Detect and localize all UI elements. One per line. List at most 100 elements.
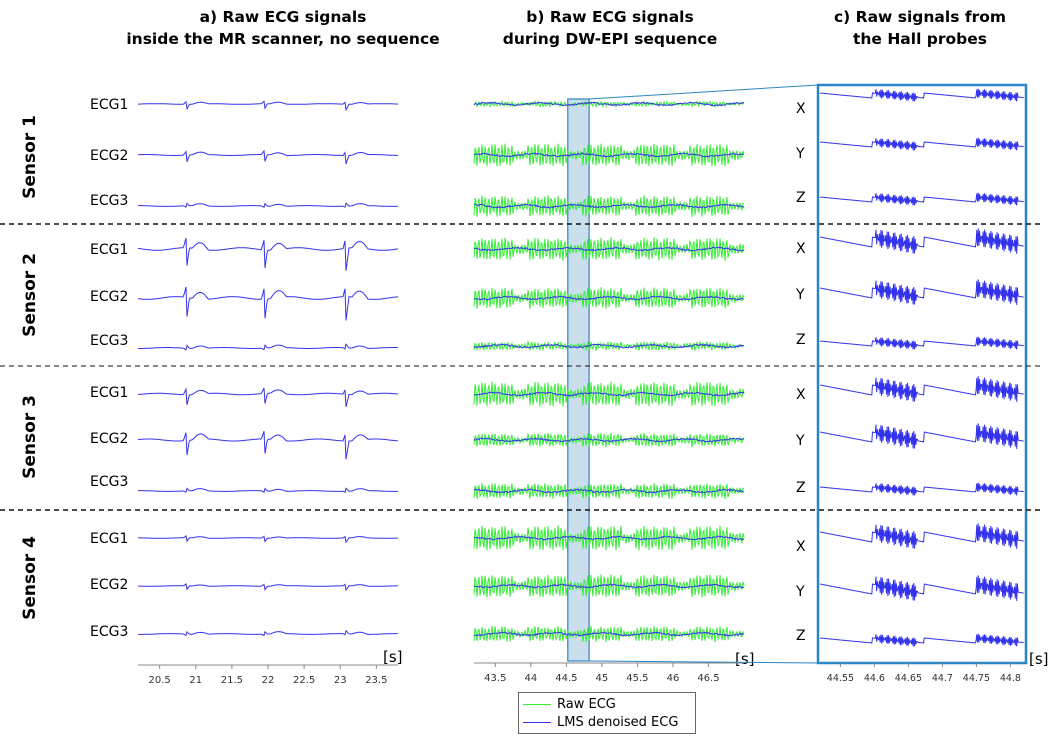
- hall-trace-c-11: [819, 575, 1024, 601]
- hall-label-s3-z: Z: [796, 480, 806, 496]
- ecg-label-s1-3: ECG3: [90, 193, 129, 209]
- unit-label-a: [s]: [383, 648, 403, 666]
- highlight-window: [567, 98, 590, 662]
- ecg-label-s4-2: ECG2: [90, 577, 129, 593]
- hall-trace-c-4: [819, 228, 1024, 254]
- raw-trace-b-5: [473, 287, 745, 309]
- ecg-trace-a-3: [138, 202, 398, 209]
- raw-trace-b-3: [473, 195, 745, 217]
- hall-trace-c-10: [819, 523, 1024, 549]
- raw-trace-b-1: [473, 99, 745, 109]
- ecg-trace-a-7: [138, 387, 399, 408]
- x-tick-label-c-5: 44.8: [1000, 673, 1021, 684]
- panel-c-title: c) Raw signals from the Hall probes: [810, 6, 1030, 50]
- ecg-label-s1-2: ECG2: [90, 148, 129, 164]
- lms-trace-b-4: [473, 246, 745, 252]
- hall-label-s3-y: Y: [796, 433, 805, 449]
- x-tick-label-b-6: 46.5: [697, 673, 719, 684]
- x-tick-label-b-4: 45.5: [626, 673, 648, 684]
- x-tick-label-b-3: 45: [596, 673, 609, 684]
- x-tick-label-c-1: 44.6: [864, 673, 885, 684]
- hall-trace-c-1: [819, 88, 1024, 102]
- panel-a-title: a) Raw ECG signals inside the MR scanner…: [118, 6, 448, 50]
- hall-trace-c-6: [819, 336, 1024, 350]
- hall-label-s2-x: X: [796, 241, 806, 257]
- panel-b-title: b) Raw ECG signals during DW-EPI sequenc…: [480, 6, 740, 50]
- ecg-label-s3-2: ECG2: [90, 431, 129, 447]
- lms-trace-b-6: [473, 343, 745, 349]
- ecg-trace-a-9: [138, 487, 398, 494]
- hall-trace-c-5: [819, 279, 1024, 305]
- hall-trace-c-7: [819, 376, 1024, 402]
- x-tick-label-b-1: 44: [524, 673, 537, 684]
- x-tick-label-a-4: 22.5: [293, 675, 315, 686]
- x-tick-label-c-0: 44.55: [827, 673, 854, 684]
- x-tick-label-c-4: 44.75: [963, 673, 990, 684]
- x-tick-label-a-5: 23: [334, 675, 347, 686]
- ecg-label-s2-2: ECG2: [90, 289, 129, 305]
- unit-label-c: [s]: [1029, 650, 1049, 668]
- x-tick-label-c-3: 44.7: [932, 673, 953, 684]
- raw-trace-b-11: [473, 574, 745, 598]
- raw-trace-b-2: [473, 143, 745, 167]
- panel-a-title-line1: a) Raw ECG signals: [199, 8, 367, 26]
- ecg-label-s3-1: ECG1: [90, 385, 129, 401]
- ecg-trace-a-10: [138, 535, 399, 544]
- ecg-label-s4-3: ECG3: [90, 624, 129, 640]
- ecg-label-s4-1: ECG1: [90, 531, 129, 547]
- panel-c-title-line1: c) Raw signals from: [833, 8, 1007, 26]
- ecg-trace-a-12: [138, 629, 398, 637]
- raw-trace-b-8: [473, 432, 745, 448]
- lms-trace-b-7: [473, 391, 745, 397]
- lms-trace-b-5: [473, 295, 744, 301]
- lms-trace-b-12: [473, 631, 745, 637]
- hall-label-s4-y: Y: [796, 584, 805, 600]
- zoom-connector-top: [589, 84, 819, 100]
- hall-trace-c-12: [819, 633, 1024, 647]
- hall-trace-c-3: [819, 192, 1024, 206]
- ecg-trace-a-5: [137, 286, 399, 321]
- legend-swatch-lms: [523, 721, 551, 723]
- panel-a-title-line2: inside the MR scanner, no sequence: [126, 30, 440, 48]
- x-tick-label-b-0: 43.5: [484, 673, 506, 684]
- x-tick-label-a-6: 23.5: [365, 675, 387, 686]
- ecg-label-s2-1: ECG1: [90, 242, 129, 258]
- ecg-trace-a-1: [138, 100, 399, 112]
- x-tick-label-a-0: 20.5: [149, 675, 171, 686]
- hall-label-s1-x: X: [796, 101, 806, 117]
- lms-trace-b-8: [473, 437, 745, 443]
- ecg-trace-a-8: [137, 430, 399, 460]
- raw-trace-b-9: [473, 483, 745, 500]
- raw-trace-b-7: [473, 381, 745, 407]
- hall-label-s4-x: X: [796, 539, 806, 555]
- lms-trace-b-11: [473, 583, 745, 589]
- legend-swatch-raw: [523, 703, 551, 705]
- x-tick-label-a-2: 21.5: [221, 675, 243, 686]
- ecg-label-s2-3: ECG3: [90, 333, 129, 349]
- raw-trace-b-6: [473, 340, 745, 352]
- legend-label-lms: LMS denoised ECG: [557, 714, 679, 730]
- hall-trace-c-9: [819, 482, 1024, 496]
- x-tick-label-c-2: 44.65: [895, 673, 922, 684]
- zoom-connector-bottom: [589, 660, 819, 664]
- lms-trace-b-1: [473, 101, 745, 107]
- lms-trace-b-2: [473, 152, 745, 158]
- lms-trace-b-3: [473, 203, 745, 209]
- hall-trace-c-8: [819, 423, 1024, 449]
- ecg-trace-a-6: [138, 343, 398, 351]
- lms-trace-b-10: [473, 535, 745, 541]
- ecg-trace-a-4: [137, 237, 399, 271]
- legend: Raw ECG LMS denoised ECG: [518, 692, 696, 734]
- legend-item-raw: Raw ECG: [523, 695, 616, 713]
- hall-label-s1-y: Y: [796, 146, 805, 162]
- zoom-box: [816, 83, 1028, 665]
- x-tick-label-b-5: 46: [667, 673, 680, 684]
- ecg-trace-a-2: [138, 149, 399, 165]
- panel-b-title-line2: during DW-EPI sequence: [502, 30, 718, 48]
- hall-trace-c-2: [819, 137, 1024, 151]
- panel-c-title-line2: the Hall probes: [852, 30, 988, 48]
- ecg-label-s1-1: ECG1: [90, 97, 129, 113]
- panel-b-title-line1: b) Raw ECG signals: [526, 8, 694, 26]
- x-tick-label-b-2: 44.5: [555, 673, 577, 684]
